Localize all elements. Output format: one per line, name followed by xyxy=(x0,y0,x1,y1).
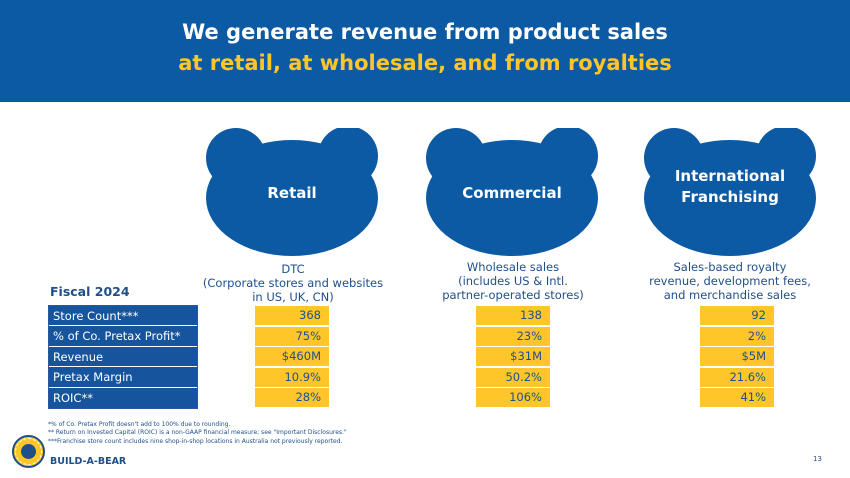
retail-description: DTC (Corporate stores and websites in US… xyxy=(198,262,388,304)
footnote: *% of Co. Pretax Profit doesn't add to 1… xyxy=(48,421,231,428)
value-cell: 23% xyxy=(476,326,550,346)
segment-title-international: International Franchising xyxy=(642,166,818,208)
value-cell: 106% xyxy=(476,388,550,407)
title-line-1: We generate revenue from product sales xyxy=(182,20,668,44)
footnotes: *% of Co. Pretax Profit doesn't add to 1… xyxy=(48,421,347,446)
value-cell: $5M xyxy=(700,347,774,366)
value-cell: 41% xyxy=(700,388,774,407)
logo-center xyxy=(21,444,36,459)
international-description-line: and merchandise sales xyxy=(663,288,797,302)
value-cell: 138 xyxy=(476,306,550,325)
value-cell: 368 xyxy=(255,306,329,325)
international-description-line: revenue, development fees, xyxy=(649,274,811,288)
footnote: ** Return on Invested Capital (ROIC) is … xyxy=(48,429,347,437)
metric-label: Revenue xyxy=(49,346,197,368)
segment-title-international-line-1: International xyxy=(674,167,786,185)
value-cell: 2% xyxy=(700,326,774,346)
retail-description-line: (Corporate stores and websites xyxy=(202,276,384,290)
metric-label: % of Co. Pretax Profit* xyxy=(49,326,197,347)
logo-ring xyxy=(15,438,42,465)
brand-name: BUILD-A-BEAR xyxy=(50,456,127,467)
value-cell: $460M xyxy=(255,347,329,366)
value-cell: 21.6% xyxy=(700,367,774,387)
value-cell: $31M xyxy=(476,347,550,366)
international-bear-icon: International Franchising xyxy=(642,128,818,260)
retail-bear-icon: Retail xyxy=(204,128,380,260)
international-description-line: Sales-based royalty xyxy=(673,260,787,274)
segment-title-commercial: Commercial xyxy=(462,184,562,202)
retail-description-line: DTC xyxy=(281,262,305,276)
commercial-description-line: (includes US & Intl. xyxy=(458,274,568,288)
title-line-2: at retail, at wholesale, and from royalt… xyxy=(178,51,672,75)
segment-title-retail: Retail xyxy=(267,184,317,202)
international-values-column: 92 2% $5M 21.6% 41% xyxy=(700,306,774,409)
commercial-values-column: 138 23% $31M 50.2% 106% xyxy=(476,306,550,409)
metric-label-column: Store Count*** % of Co. Pretax Profit* R… xyxy=(48,305,198,409)
header-banner: We generate revenue from product sales a… xyxy=(0,0,850,102)
retail-values-column: 368 75% $460M 10.9% 28% xyxy=(255,306,329,409)
footnote: ***Franchise store count includes nine s… xyxy=(48,437,343,445)
value-cell: 50.2% xyxy=(476,367,550,387)
metric-label: Pretax Margin xyxy=(49,367,197,388)
commercial-description: Wholesale sales (includes US & Intl. par… xyxy=(418,260,608,302)
build-a-bear-logo-icon xyxy=(12,435,45,468)
metric-label: ROIC** xyxy=(49,387,197,408)
value-cell: 10.9% xyxy=(255,367,329,387)
retail-description-line: in US, UK, CN) xyxy=(252,290,334,304)
fiscal-year-label: Fiscal 2024 xyxy=(50,284,130,299)
value-cell: 28% xyxy=(255,388,329,407)
value-cell: 75% xyxy=(255,326,329,346)
commercial-description-line: partner-operated stores) xyxy=(442,288,584,302)
commercial-bear-icon: Commercial xyxy=(424,128,600,260)
metric-label: Store Count*** xyxy=(49,306,197,327)
segment-title-international-line-2: Franchising xyxy=(681,188,779,206)
page-number: 13 xyxy=(813,455,822,463)
commercial-description-line: Wholesale sales xyxy=(466,260,560,274)
value-cell: 92 xyxy=(700,306,774,325)
international-description: Sales-based royalty revenue, development… xyxy=(630,260,830,302)
